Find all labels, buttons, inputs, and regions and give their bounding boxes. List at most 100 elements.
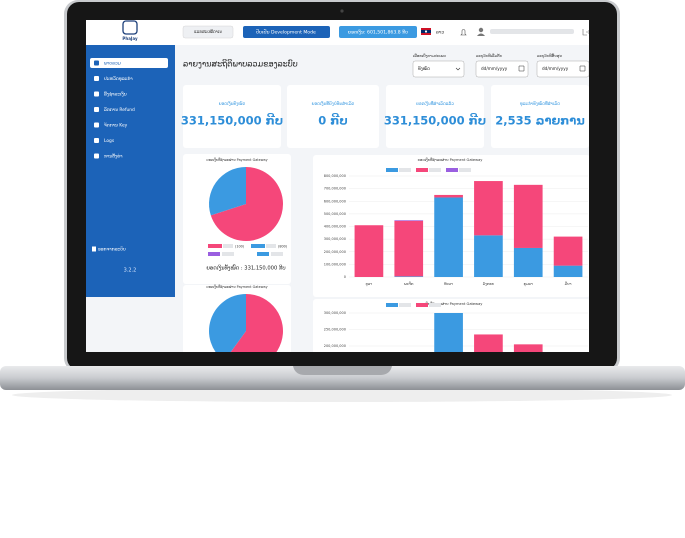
balance-button[interactable]	[339, 26, 417, 38]
x-tick-label: ມີນາ	[564, 281, 571, 286]
legend-swatch	[386, 168, 398, 172]
mode-button[interactable]	[243, 26, 330, 38]
menu-item[interactable]: ລັກການ Refund	[104, 106, 135, 113]
menu-item[interactable]: ຈັດການ Key	[104, 121, 128, 128]
menu-item[interactable]: ລິ້ງຊຳລະເງິນ	[104, 90, 127, 97]
bar	[513, 247, 543, 277]
camera	[340, 9, 344, 13]
shadow	[12, 388, 672, 402]
version: 3.2.2	[124, 268, 137, 274]
stat-card	[386, 85, 484, 148]
page-title: ລາຍງານສະຖິຕິພາບລວມຂອງລະບົບ	[183, 58, 298, 68]
pie-slice	[209, 167, 246, 216]
legend-blur	[222, 252, 234, 256]
y-tick-label: 200,000,000	[324, 250, 346, 254]
pie-title: ຍອດເງິນທີ່ຊຳລະຜ່ານ Payment Gateway	[206, 284, 267, 289]
filter-input[interactable]	[412, 60, 465, 78]
cards: ຍອດເງິນທັງໝົດ 331,150,000 ກີບ ຍອດເງິນທີ່ຍັ…	[181, 85, 589, 148]
bar	[474, 334, 503, 352]
back-button[interactable]	[182, 25, 234, 39]
stat-card	[287, 85, 379, 148]
legend-blur	[459, 168, 471, 172]
legend-blur	[399, 168, 411, 172]
legend-count: (100)	[235, 245, 245, 249]
x-tick-label: ພະຈິກ	[404, 281, 414, 286]
menu-item[interactable]: ການຕັ້ງຄ່າ	[104, 152, 123, 159]
stat-value: 2,535 ລາຍການ	[495, 114, 584, 128]
bar	[553, 236, 583, 266]
avatar-icon[interactable]	[478, 27, 484, 33]
bar	[434, 313, 463, 352]
flag-dot	[424, 30, 428, 33]
legend-blur	[429, 303, 441, 307]
bar-title: ຍອດເງິນທີ່ຊຳລະຜ່ານ Payment Gateway	[418, 157, 484, 162]
legend-swatch	[386, 303, 398, 307]
menu-icon	[94, 153, 99, 159]
y-tick-label: 300,000,000	[324, 237, 346, 241]
menu-item[interactable]: Logs	[104, 138, 115, 144]
menu-icon	[94, 60, 99, 66]
sidebar-logout[interactable]: ອອກຈາກລະບົບ	[98, 246, 126, 253]
y-tick-label: 300,000,000	[324, 311, 346, 315]
base	[0, 366, 685, 390]
menu-item[interactable]: ພາບລວມ	[104, 62, 121, 67]
y-tick-label: 250,000,000	[324, 328, 346, 332]
stat-label: ທຸລະກຳທັງໝົດທີ່ສຳເລັດ	[520, 101, 560, 107]
notch	[293, 366, 392, 375]
bar	[513, 184, 543, 248]
legend-count: (800)	[278, 245, 288, 249]
language[interactable]: ລາວ	[436, 31, 444, 36]
date-input-text: dd/mm/yyyy	[542, 66, 569, 71]
logo-icon	[122, 20, 138, 35]
x-tick-label: ຕຸລາ	[366, 282, 373, 287]
legend-swatch	[208, 252, 220, 256]
stat-card	[491, 85, 589, 148]
blurred-email	[490, 29, 574, 34]
menu-icon	[94, 107, 99, 112]
menu-icon	[94, 76, 99, 81]
legend-swatch	[251, 244, 265, 248]
stat-label: ຍອດເງິນທັງໝົດ	[219, 101, 246, 106]
y-tick-label: 400,000,000	[324, 225, 346, 229]
bar	[474, 235, 503, 277]
y-tick-label: 100,000,000	[324, 262, 346, 266]
bar	[553, 265, 583, 277]
y-tick-label: 500,000,000	[324, 212, 346, 216]
y-tick-label: 0	[344, 275, 346, 279]
stat-label: ຍອດເງິນທີ່ຍັງບໍ່ທັນສຳເລັດ	[312, 101, 355, 106]
date-input-text: dd/mm/yyyy	[481, 66, 508, 71]
sidebar	[86, 45, 175, 297]
bar	[474, 181, 503, 236]
charts: ຍອດເງິນທີ່ຊຳລະຜ່ານ Payment Gateway (100) (…	[183, 154, 589, 352]
filter-label: ລະບຸວັນທີເລີ່ມຕົ້ນ	[476, 53, 503, 59]
filter-input[interactable]	[536, 60, 589, 78]
legend-swatch	[257, 252, 269, 256]
logo-text: PhaJay	[122, 36, 138, 41]
x-tick-label: ທັນວາ	[443, 281, 453, 286]
logout-icon[interactable]	[582, 29, 590, 36]
bar	[354, 225, 384, 277]
stat-value: 331,150,000 ກີບ	[384, 113, 486, 128]
back-button-text: ແລກສະເໝີດາເນ	[194, 29, 222, 34]
bar	[434, 194, 463, 198]
filter-input[interactable]	[475, 60, 529, 78]
legend-blur	[399, 303, 411, 307]
bar	[394, 220, 424, 221]
stat-card	[183, 85, 281, 148]
chevron-icon	[455, 67, 461, 71]
x-tick-label: ກຸມພາ	[524, 282, 533, 287]
filter-label: ເລືອກເບິ່ງຕາມປະເພດ	[413, 53, 446, 58]
y-tick-label: 700,000,000	[324, 187, 346, 191]
bell-icon[interactable]	[460, 29, 467, 36]
menu-icon	[94, 122, 99, 128]
pie-title: ຍອດເງິນທີ່ຊຳລະຜ່ານ Payment Gateway	[206, 157, 267, 162]
legend-blur	[271, 252, 283, 256]
pie-slice	[209, 294, 246, 352]
menu-item[interactable]: ປະຫວັດທຸລະກຳ	[104, 75, 133, 82]
bar-title: ຍອດເງິນທີ່ຊຳລະຜ່ານ Payment Gateway	[418, 301, 484, 306]
stat-value: 0 ກີບ	[318, 113, 347, 128]
